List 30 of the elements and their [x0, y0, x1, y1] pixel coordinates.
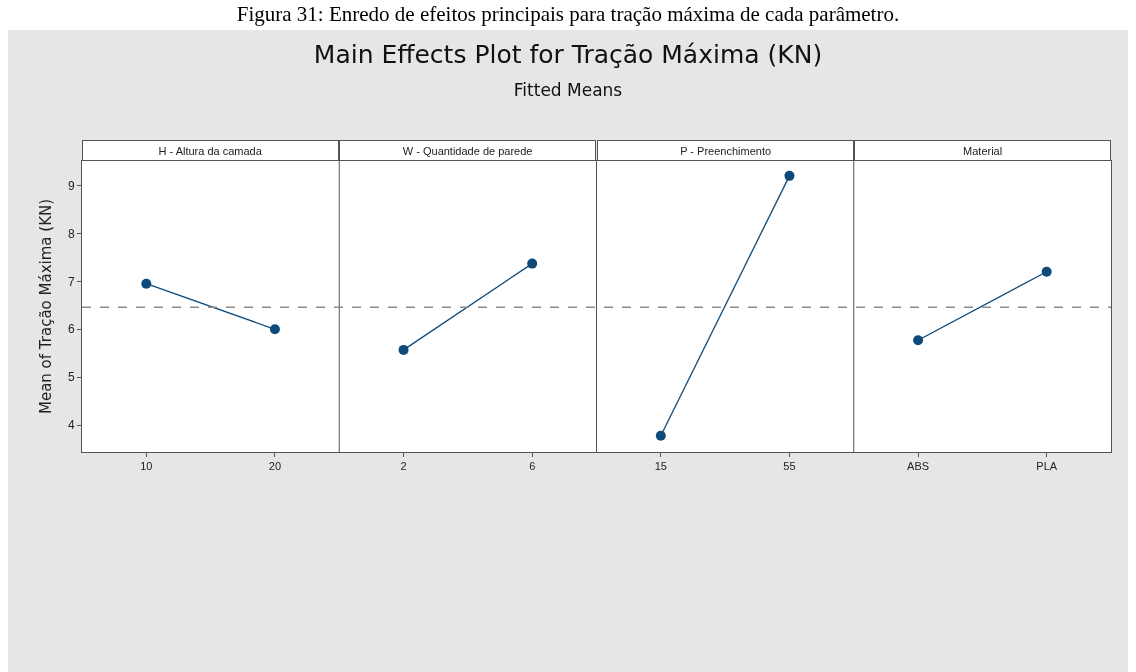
x-tick-label: 55 — [783, 460, 796, 473]
point — [527, 258, 538, 269]
y-tick-label: 8 — [67, 226, 75, 241]
x-tick-label: 10 — [140, 460, 153, 473]
x-tick-label: 15 — [654, 460, 667, 473]
text: P - Preenchimento — [680, 144, 772, 157]
point — [141, 278, 152, 289]
point — [655, 430, 666, 441]
chart-subtitle: Fitted Means — [512, 80, 624, 100]
x-tick-label: 2 — [400, 460, 407, 473]
text: Figura 31: Enredo de efeitos principais para tração máxima de cada parâmetro. — [235, 2, 901, 27]
y-tick-label: 4 — [67, 418, 75, 433]
y-tick-label: 9 — [67, 178, 75, 193]
y-tick-label: 7 — [67, 274, 75, 289]
text: Material — [963, 144, 1003, 157]
chart-title: Main Effects Plot for Tração Máxima (KN) — [312, 40, 824, 69]
point — [913, 335, 924, 346]
point — [269, 324, 280, 335]
x-tick-label: 20 — [268, 460, 282, 473]
x-tick-label: 6 — [529, 460, 536, 473]
text: W - Quantidade de parede — [402, 144, 533, 157]
text: H - Altura da camada — [158, 144, 263, 157]
y-tick-label: 5 — [67, 370, 75, 385]
point — [398, 344, 409, 355]
point — [1041, 266, 1052, 277]
x-tick-label: PLA — [1036, 460, 1058, 473]
x-tick-label: ABS — [907, 460, 930, 473]
y-axis-title: Mean of Tração Máxima (KN) — [37, 198, 56, 415]
y-tick-label: 6 — [67, 322, 75, 337]
point — [784, 170, 795, 181]
